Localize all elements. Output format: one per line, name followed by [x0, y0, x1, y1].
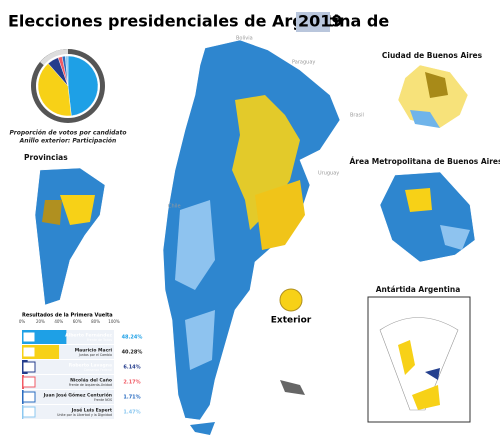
country-label: Chile [168, 204, 181, 210]
light-region [185, 310, 215, 370]
results-title: Resultados de la Primera Vuelta [22, 313, 113, 319]
inset-title: Provincias [24, 153, 68, 162]
pie-caption: Proporción de votos por candidato [10, 130, 127, 137]
caba-blue [410, 110, 440, 128]
inset-title: Ciudad de Buenos Aires [382, 51, 483, 60]
candidate-swatch [22, 376, 36, 388]
scale-label: 80% [91, 319, 100, 324]
candidate-swatch [22, 391, 36, 403]
antarctica-island [425, 368, 440, 380]
year-highlight [296, 12, 330, 32]
row-bg [22, 360, 114, 374]
candidate-name: José Luis Espert [71, 407, 113, 414]
amba-yellow [405, 188, 432, 212]
candidate-name: Juan José Gómez Centurión [43, 392, 112, 399]
party-name: Frente de Todos [87, 338, 112, 342]
provinces-dark [42, 200, 62, 225]
scale-label: 40% [54, 319, 63, 324]
antarctica-land [412, 385, 440, 410]
candidate-name: Mauricio Macri [75, 348, 113, 354]
row-bg [22, 375, 114, 389]
pie-wedge [37, 63, 72, 117]
result-value: 2.17% [123, 380, 140, 386]
candidate-swatch [22, 361, 36, 373]
scale-label: 100% [108, 319, 120, 324]
party-name: Frente de Izquierda-Unidad [69, 383, 112, 387]
pie-caption: Anillo exterior: Participación [19, 138, 117, 145]
pie-wedge [65, 55, 69, 87]
row-bg [22, 405, 114, 419]
candidate-name: Roberto Lavagna [69, 363, 112, 369]
scale-label: 0% [19, 319, 26, 324]
country-label: Paraguay [292, 60, 315, 66]
party-name: Frente NOS [94, 398, 112, 402]
title-year: 2019 [298, 12, 343, 31]
provinces-yellow [60, 195, 95, 225]
tierra-del-fuego [190, 422, 215, 435]
caba-dark [425, 72, 448, 98]
result-value: 1.47% [123, 410, 140, 416]
inset-title: Área Metropolitana de Buenos Aires [350, 157, 500, 166]
candidate-swatch [22, 331, 36, 343]
party-name: Unite por la Libertad y la Dignidad [57, 413, 112, 417]
party-name: Juntos por el Cambio [78, 353, 112, 357]
exterior-label: Exterior [271, 316, 312, 326]
scale-label: 20% [36, 319, 45, 324]
antarctica-sector [379, 317, 459, 411]
exterior-globe [279, 288, 303, 312]
result-value: 48.24% [122, 335, 143, 341]
malvinas [280, 380, 305, 395]
candidate-name: Alberto Fernández [65, 332, 112, 339]
title: Elecciones presidenciales de Argentina d… [8, 12, 389, 31]
antarctica-peninsula [398, 340, 415, 375]
row-bg [22, 390, 114, 404]
country-label: Brasil [350, 113, 364, 119]
party-name: Consenso Federal [84, 368, 112, 372]
candidate-name: Nicolás del Caño [70, 377, 112, 384]
country-label: Bolivia [236, 36, 253, 42]
scale-label: 60% [73, 319, 82, 324]
result-value: 40.28% [122, 350, 143, 356]
country-label: Uruguay [318, 171, 339, 177]
result-value: 1.71% [123, 395, 140, 401]
yellow-region [255, 180, 305, 250]
pie-wedge [67, 55, 99, 117]
yellow-region [232, 95, 300, 230]
inset-title: Antártida Argentina [376, 285, 461, 294]
light-region [175, 200, 215, 290]
candidate-swatch [22, 406, 36, 418]
provinces-map [34, 167, 106, 306]
result-value: 6.14% [123, 365, 140, 371]
candidate-swatch [22, 346, 36, 358]
amba-light [440, 225, 470, 250]
